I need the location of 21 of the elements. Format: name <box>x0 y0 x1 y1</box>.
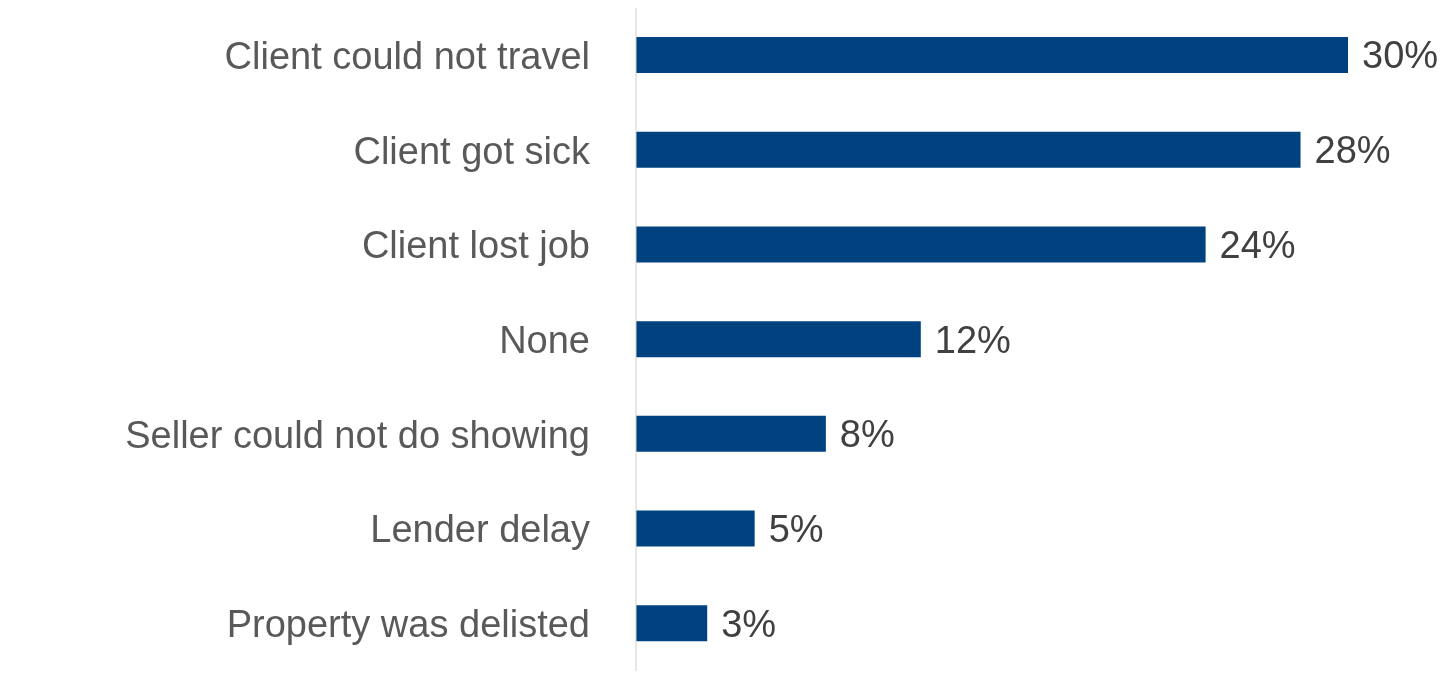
bar <box>636 37 1348 73</box>
y-tick-label: Client got sick <box>353 129 591 172</box>
data-label: 5% <box>768 508 824 551</box>
bar <box>636 510 755 547</box>
y-tick-label: Client lost job <box>361 224 590 267</box>
data-label: 8% <box>839 413 895 456</box>
bar <box>636 415 826 452</box>
data-label: 3% <box>721 602 777 645</box>
y-tick-label: Client could not travel <box>224 34 590 77</box>
y-tick-label: Property was delisted <box>226 603 590 646</box>
y-tick-label: Lender delay <box>370 508 590 551</box>
bar <box>636 131 1301 168</box>
y-tick-label: None <box>499 318 590 361</box>
bar <box>636 605 708 642</box>
data-label: 30% <box>1362 34 1439 77</box>
data-label: 24% <box>1219 223 1296 266</box>
bar <box>636 321 921 358</box>
data-label: 28% <box>1314 129 1391 172</box>
bar <box>636 226 1206 263</box>
data-label: 12% <box>934 318 1011 361</box>
y-tick-label: Seller could not do showing <box>125 413 590 456</box>
